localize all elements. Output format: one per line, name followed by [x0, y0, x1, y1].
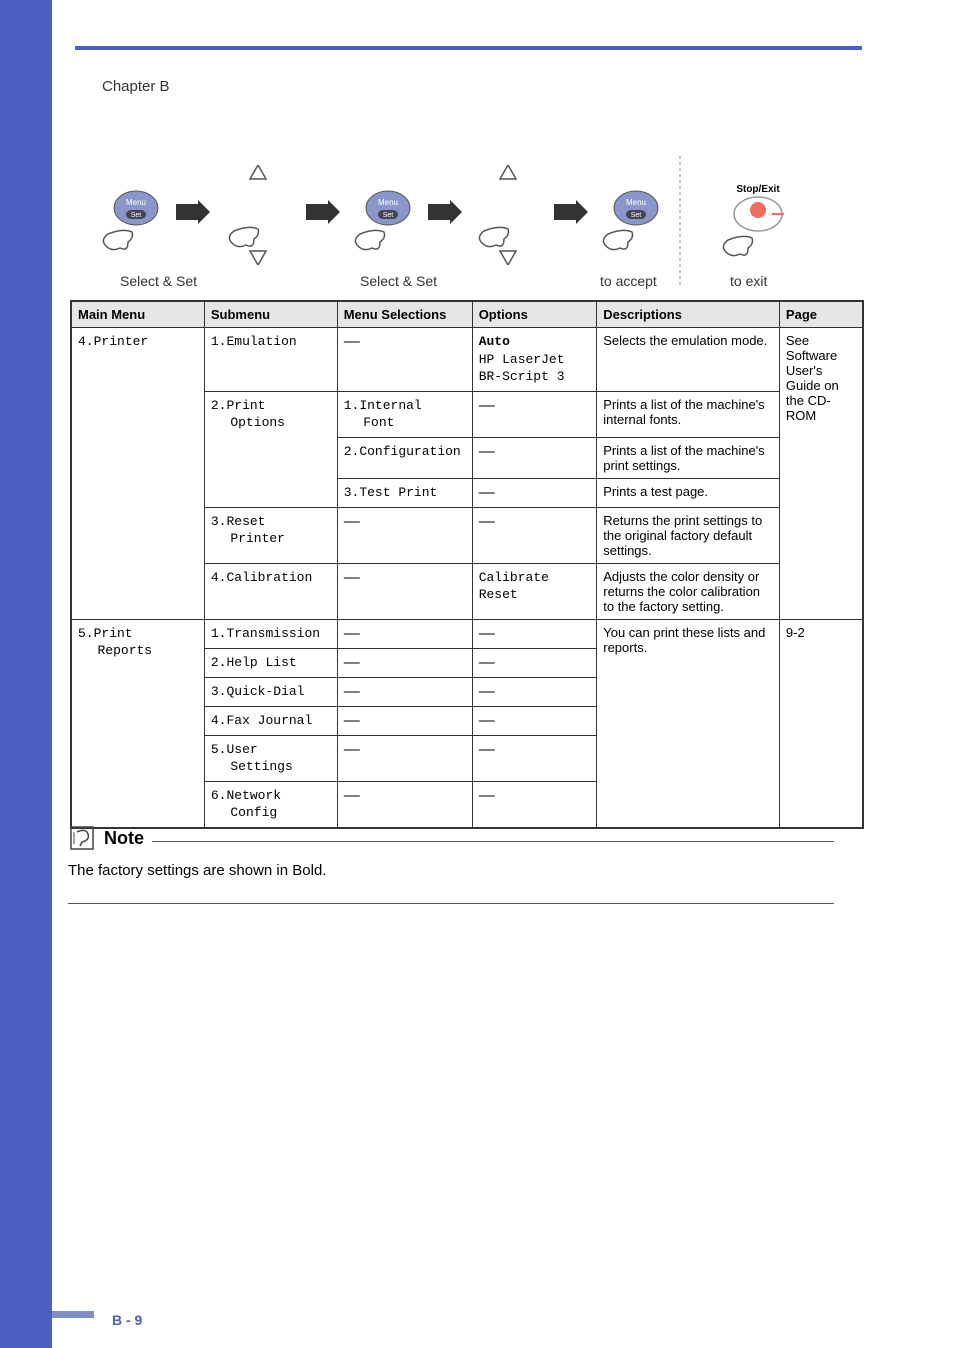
- svg-text:Set: Set: [383, 212, 394, 219]
- th-main-menu: Main Menu: [72, 302, 205, 328]
- svg-text:Set: Set: [631, 212, 642, 219]
- menu-nav-diagram: Menu Set Menu Set: [98, 160, 858, 300]
- menu-table: Main Menu Submenu Menu Selections Option…: [70, 300, 864, 829]
- note-title: Note: [104, 828, 144, 849]
- header-rule: [75, 46, 862, 50]
- table-header-row: Main Menu Submenu Menu Selections Option…: [72, 302, 863, 328]
- th-options: Options: [472, 302, 597, 328]
- svg-text:Set: Set: [131, 212, 142, 219]
- note-icon: [68, 824, 96, 852]
- to-exit-label: to exit: [730, 273, 767, 289]
- table-row: 4.Printer 1.Emulation — Auto HP LaserJet…: [72, 328, 863, 392]
- main-printer: 4.Printer: [72, 328, 205, 620]
- sub-calibration: 4.Calibration: [204, 563, 337, 619]
- sel-test-print: 3.Test Print: [337, 478, 472, 507]
- main-print-reports: 5.Print Reports: [72, 619, 205, 827]
- select-set-label-2: Select & Set: [360, 273, 437, 289]
- opt-emulation: Auto HP LaserJet BR-Script 3: [472, 328, 597, 392]
- sub-network-config: 6.Network Config: [204, 781, 337, 827]
- sub-help-list: 2.Help List: [204, 648, 337, 677]
- desc-internal-font: Prints a list of the machine's internal …: [597, 391, 780, 437]
- opt-calibration: Calibrate Reset: [472, 563, 597, 619]
- sel-configuration: 2.Configuration: [337, 437, 472, 478]
- sub-transmission: 1.Transmission: [204, 619, 337, 648]
- th-page: Page: [779, 302, 862, 328]
- sub-print-options: 2.Print Options: [204, 391, 337, 507]
- sub-reset-printer: 3.Reset Printer: [204, 507, 337, 563]
- sub-quick-dial: 3.Quick-Dial: [204, 677, 337, 706]
- menu-label: Menu: [126, 198, 146, 207]
- note-text: The factory settings are shown in Bold.: [68, 862, 834, 879]
- note-under-rule: [68, 903, 834, 904]
- th-submenu: Submenu: [204, 302, 337, 328]
- desc-reset-printer: Returns the print settings to the origin…: [597, 507, 780, 563]
- desc-emulation: Selects the emulation mode.: [597, 328, 780, 392]
- footer-accent-bar: [52, 1311, 94, 1318]
- to-accept-label: to accept: [600, 273, 657, 289]
- desc-reports: You can print these lists and reports.: [597, 619, 780, 827]
- sub-user-settings: 5.User Settings: [204, 735, 337, 781]
- sub-emulation: 1.Emulation: [204, 328, 337, 392]
- th-menu-selections: Menu Selections: [337, 302, 472, 328]
- svg-text:Stop/Exit: Stop/Exit: [736, 184, 780, 195]
- svg-text:Menu: Menu: [626, 198, 646, 207]
- th-descriptions: Descriptions: [597, 302, 780, 328]
- note-block: Note The factory settings are shown in B…: [68, 824, 834, 904]
- left-sidebar: [0, 0, 52, 1348]
- page-printer: See Software User's Guide on the CD-ROM: [779, 328, 862, 620]
- select-set-label-1: Select & Set: [120, 273, 197, 289]
- note-rule: [152, 841, 834, 842]
- sel-internal-font: 1.Internal Font: [337, 391, 472, 437]
- svg-text:Menu: Menu: [378, 198, 398, 207]
- desc-calibration: Adjusts the color density or returns the…: [597, 563, 780, 619]
- page-number: B - 9: [112, 1312, 142, 1328]
- sub-fax-journal: 4.Fax Journal: [204, 706, 337, 735]
- desc-configuration: Prints a list of the machine's print set…: [597, 437, 780, 478]
- page-reports: 9-2: [779, 619, 862, 827]
- table-row: 5.Print Reports 1.Transmission — — You c…: [72, 619, 863, 648]
- chapter-label: Chapter B: [102, 78, 170, 95]
- desc-test-print: Prints a test page.: [597, 478, 780, 507]
